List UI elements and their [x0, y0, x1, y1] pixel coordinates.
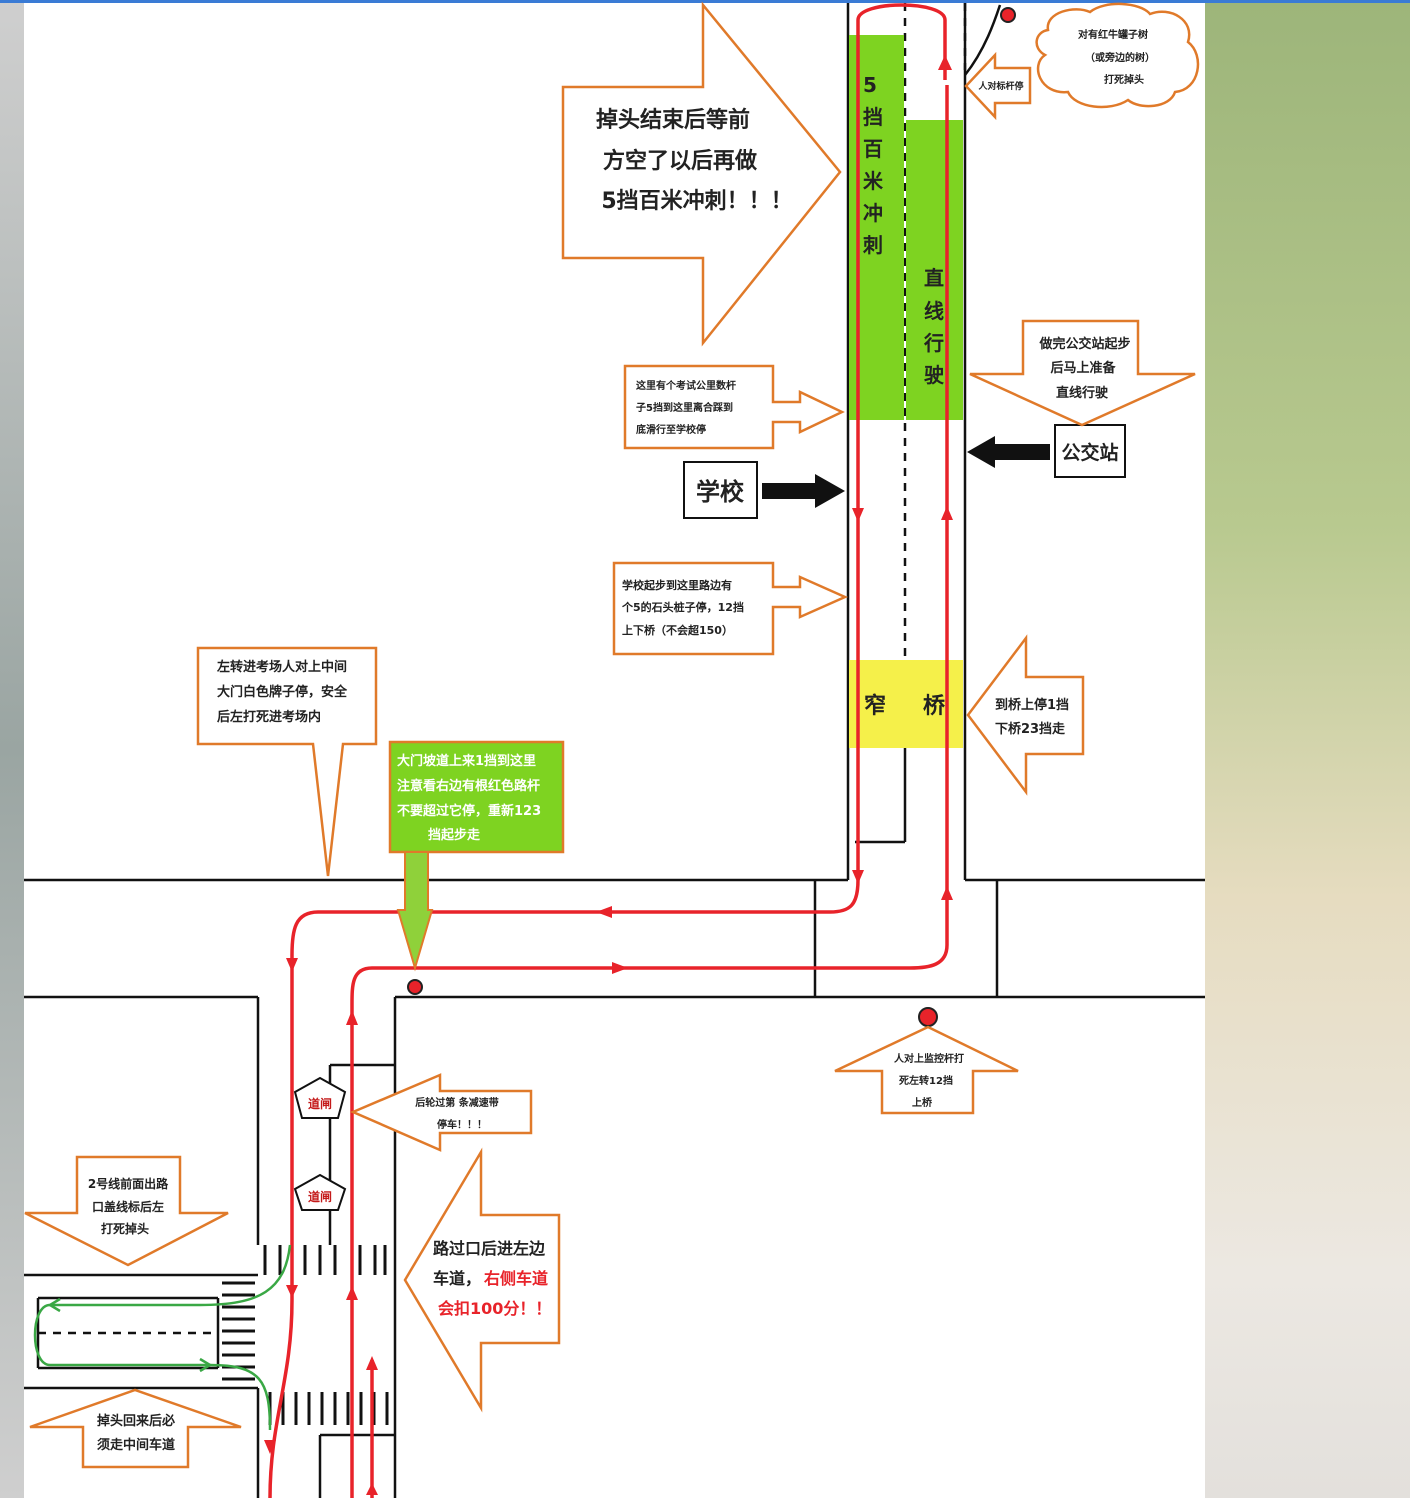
callout-red-tree: 对有红牛罐子树 （或旁边的树） 打死掉头 — [1078, 28, 1155, 86]
school-arrow — [762, 474, 845, 508]
callout-speed-bump: 后轮过第 条减速带 停车！！！ — [415, 1096, 498, 1131]
svg-text:挡起步走: 挡起步走 — [428, 827, 481, 843]
svg-text:下桥23挡走: 下桥23挡走 — [995, 721, 1066, 737]
svg-text:道闸: 道闸 — [308, 1096, 332, 1111]
svg-text:百: 百 — [863, 137, 883, 161]
svg-text:直线行驶: 直线行驶 — [1056, 385, 1108, 401]
callout-stone-pile: 学校起步到这里路边有 个5的石头桩子停，12挡 上下桥（不会超150） — [621, 578, 744, 637]
svg-text:到桥上停1挡: 到桥上停1挡 — [995, 697, 1069, 713]
svg-text:须走中间车道: 须走中间车道 — [97, 1437, 175, 1453]
bus-stop-label: 公交站 — [1061, 441, 1118, 464]
svg-text:注意看右边有根红色路杆: 注意看右边有根红色路杆 — [397, 778, 540, 794]
svg-text:打死掉头: 打死掉头 — [101, 1221, 149, 1236]
sprint-label: 5 挡 百 米 冲 刺 — [863, 73, 884, 257]
callout-person-pole: 人对标杆停 — [977, 80, 1023, 92]
svg-text:5挡百米冲刺！！！: 5挡百米冲刺！！！ — [601, 189, 792, 214]
top-accent-bar — [0, 0, 1410, 3]
narrow-bridge-zone — [849, 660, 963, 748]
svg-text:个5的石头桩子停，12挡: 个5的石头桩子停，12挡 — [621, 600, 744, 614]
callout-line2: 2号线前面出路 口盖线标后左 打死掉头 — [88, 1176, 169, 1236]
lane-dividers — [38, 3, 967, 1335]
svg-text:刺: 刺 — [863, 233, 883, 257]
svg-text:线: 线 — [924, 299, 944, 323]
svg-text:5: 5 — [863, 73, 877, 97]
svg-text:后轮过第 条减速带: 后轮过第 条减速带 — [415, 1096, 498, 1109]
svg-text:行: 行 — [923, 331, 944, 355]
straight-label: 直 线 行 驶 — [923, 266, 944, 387]
left-background — [0, 0, 24, 1498]
narrow-label: 窄 — [864, 693, 886, 719]
svg-text:上桥: 上桥 — [912, 1096, 933, 1109]
route-arrows — [264, 55, 953, 1495]
callout-uturn-wait: 掉头结束后等前 方空了以后再做 5挡百米冲刺！！！ — [596, 107, 793, 214]
svg-text:挡: 挡 — [863, 105, 883, 129]
bridge-label: 桥 — [923, 693, 945, 719]
svg-text:（或旁边的树）: （或旁边的树） — [1085, 51, 1155, 64]
svg-text:上下桥（不会超150）: 上下桥（不会超150） — [622, 623, 733, 637]
svg-text:打死掉头: 打死掉头 — [1104, 73, 1144, 86]
gate-1: 道闸 — [293, 1076, 347, 1119]
svg-text:左转进考场人对上中间: 左转进考场人对上中间 — [217, 659, 347, 675]
callout-shapes — [24, 1, 1200, 1469]
svg-text:掉头结束后等前: 掉头结束后等前 — [596, 107, 750, 133]
svg-text:做完公交站起步: 做完公交站起步 — [1038, 336, 1130, 352]
bus-stop-box — [1054, 424, 1126, 478]
svg-text:子5挡到这里离合踩到: 子5挡到这里离合踩到 — [636, 401, 733, 414]
svg-text:学校起步到这里路边有: 学校起步到这里路边有 — [622, 578, 732, 592]
svg-text:2号线前面出路: 2号线前面出路 — [88, 1176, 169, 1191]
gate-slope-box — [388, 740, 565, 854]
school-label: 学校 — [696, 478, 745, 506]
callout-uturn-middle: 掉头回来后必 须走中间车道 — [97, 1413, 175, 1453]
straight-driving-zone — [906, 120, 963, 420]
callout-left-turn-gate: 左转进考场人对上中间 大门白色牌子停，安全 后左打死进考场内 — [217, 659, 348, 725]
svg-text:人对上监控杆打: 人对上监控杆打 — [894, 1052, 964, 1065]
svg-text:车道，: 车道， — [433, 1269, 481, 1288]
gate-2: 道闸 — [293, 1173, 347, 1211]
callout-km-sign: 这里有个考试公里数杆 子5挡到这里离合踩到 底滑行至学校停 — [636, 379, 736, 436]
svg-text:后左打死进考场内: 后左打死进考场内 — [217, 709, 321, 725]
svg-text:路过口后进左边: 路过口后进左边 — [433, 1239, 546, 1258]
gate-slope-arrow — [396, 851, 434, 972]
svg-text:右侧车道: 右侧车道 — [484, 1269, 548, 1288]
uturn-route — [33, 1244, 292, 1431]
callout-gate-slope: 大门坡道上来1挡到这里 注意看右边有根红色路杆 不要超过它停，重新123 挡起步… — [397, 753, 541, 843]
svg-text:死左转12挡: 死左转12挡 — [899, 1074, 953, 1087]
svg-text:口盖线标后左: 口盖线标后左 — [92, 1199, 164, 1214]
svg-text:冲: 冲 — [863, 201, 883, 225]
svg-text:道闸: 道闸 — [308, 1189, 332, 1204]
svg-text:直: 直 — [924, 266, 944, 290]
svg-text:方空了以后再做: 方空了以后再做 — [603, 148, 758, 174]
bus-stop-arrow — [967, 436, 1050, 468]
callout-bus-start: 做完公交站起步 后马上准备 直线行驶 — [1038, 336, 1130, 401]
svg-text:对有红牛罐子树: 对有红牛罐子树 — [1078, 28, 1148, 41]
svg-text:停车！！！: 停车！！！ — [437, 1118, 487, 1131]
svg-text:大门白色牌子停，安全: 大门白色牌子停，安全 — [217, 684, 348, 700]
right-background — [1205, 0, 1410, 1498]
callout-monitor-pole: 人对上监控杆打 死左转12挡 上桥 — [894, 1052, 964, 1109]
road-lines — [24, 3, 1205, 1498]
svg-text:底滑行至学校停: 底滑行至学校停 — [636, 423, 706, 436]
svg-text:掉头回来后必: 掉头回来后必 — [97, 1413, 175, 1429]
svg-text:大门坡道上来1挡到这里: 大门坡道上来1挡到这里 — [397, 753, 536, 769]
svg-text:驶: 驶 — [924, 363, 944, 387]
callout-bridge-gear: 到桥上停1挡 下桥23挡走 — [995, 697, 1069, 737]
svg-text:这里有个考试公里数杆: 这里有个考试公里数杆 — [636, 379, 736, 392]
svg-text:米: 米 — [863, 169, 884, 193]
svg-text:不要超过它停，重新123: 不要超过它停，重新123 — [397, 803, 541, 819]
svg-text:会扣100分！！: 会扣100分！！ — [438, 1299, 551, 1318]
school-box — [683, 461, 758, 519]
callout-lane: 路过口后进左边 车道， 右侧车道 会扣100分！！ — [433, 1239, 551, 1318]
svg-text:后马上准备: 后马上准备 — [1050, 360, 1116, 376]
driving-route — [268, 3, 949, 1498]
